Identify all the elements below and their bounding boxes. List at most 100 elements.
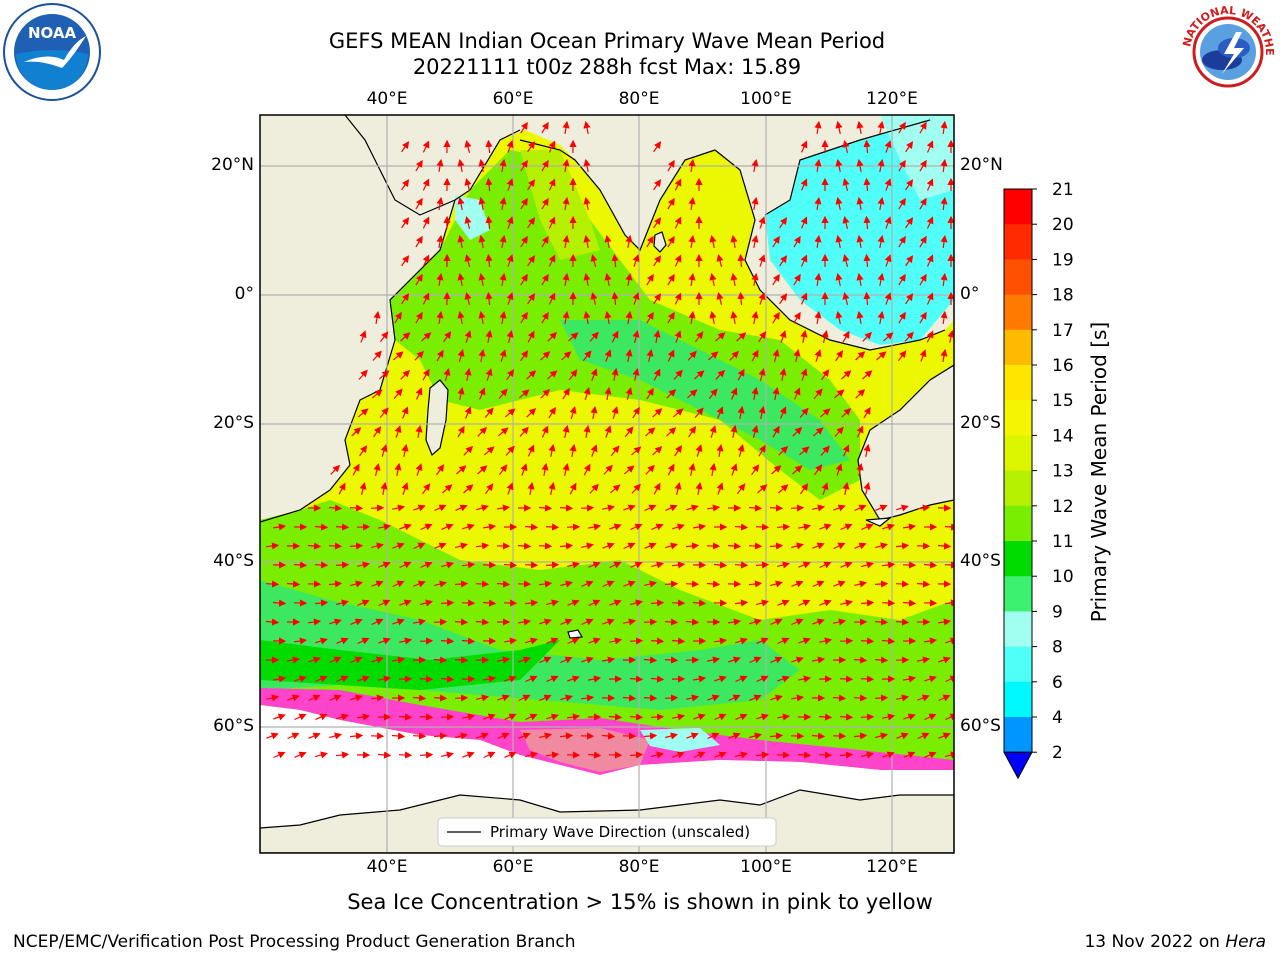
wave-arrow <box>770 580 783 588</box>
wave-arrow <box>436 196 444 211</box>
wave-arrow <box>877 272 885 287</box>
wave-arrow <box>401 217 410 229</box>
wave-arrow <box>833 580 846 588</box>
wave-arrow <box>674 292 682 305</box>
footer-date-text: 13 Nov 2022 on <box>1084 932 1226 952</box>
wave-arrow <box>667 311 675 324</box>
wave-arrow <box>709 310 717 325</box>
wave-arrow <box>625 234 633 249</box>
wave-arrow <box>538 580 553 588</box>
wave-arrow <box>419 751 434 759</box>
wave-arrow <box>862 370 873 380</box>
wave-arrow <box>905 179 914 191</box>
wave-arrow <box>399 523 412 531</box>
wave-arrow <box>436 464 445 476</box>
wave-arrow <box>881 713 896 721</box>
wave-arrow <box>863 177 871 192</box>
wave-arrow <box>520 311 528 324</box>
wave-arrow <box>646 273 654 286</box>
wave-arrow <box>394 425 402 438</box>
wave-arrow <box>308 694 321 702</box>
wave-arrow <box>443 331 452 343</box>
wave-arrow <box>370 504 385 512</box>
wave-arrow <box>853 694 868 702</box>
colorbar-tick-label: 18 <box>1052 286 1074 306</box>
wave-arrow <box>457 349 465 362</box>
wave-arrow <box>539 732 552 740</box>
wave-arrow <box>749 618 762 626</box>
wave-arrow <box>839 675 854 683</box>
wave-arrow <box>609 523 622 531</box>
wave-arrow <box>457 310 465 325</box>
wave-arrow <box>772 425 780 438</box>
wave-arrow <box>329 618 342 626</box>
wave-arrow <box>898 273 906 286</box>
wave-arrow <box>560 618 573 626</box>
wave-arrow <box>840 523 853 531</box>
wave-arrow <box>797 751 812 759</box>
wave-arrow <box>944 523 954 531</box>
wave-arrow <box>882 523 895 531</box>
wave-arrow <box>629 751 644 759</box>
wave-arrow <box>315 675 328 683</box>
wave-arrow <box>779 255 788 267</box>
wave-arrow <box>421 332 432 342</box>
wave-arrow <box>947 330 954 343</box>
wave-arrow <box>569 482 577 495</box>
wave-arrow <box>392 542 405 550</box>
wave-arrow <box>415 424 423 439</box>
wave-arrow <box>650 675 665 683</box>
wave-arrow <box>335 751 350 759</box>
wave-arrow <box>813 388 823 399</box>
wave-arrow <box>842 178 850 191</box>
wave-arrow <box>917 732 930 740</box>
colorbar-segment <box>1004 576 1032 612</box>
wave-arrow <box>938 656 951 664</box>
wave-arrow <box>708 388 718 399</box>
wave-arrow <box>524 599 539 607</box>
wave-arrow <box>714 637 728 645</box>
wave-arrow <box>273 713 286 721</box>
colorbar-tick-label: 20 <box>1052 215 1074 235</box>
wave-arrow <box>315 713 328 721</box>
wave-arrow <box>688 426 697 438</box>
wave-arrow <box>505 445 515 456</box>
wave-arrow <box>461 713 476 721</box>
wave-arrow <box>499 272 507 287</box>
wave-arrow <box>664 618 679 626</box>
wave-arrow <box>926 254 934 267</box>
wave-arrow <box>755 561 770 569</box>
wave-arrow <box>919 197 927 210</box>
wave-arrow <box>940 158 948 172</box>
wave-arrow <box>863 291 871 306</box>
colorbar-tick-label: 21 <box>1052 180 1074 200</box>
wave-arrow <box>477 465 488 475</box>
wave-arrow <box>315 751 328 759</box>
wave-arrow <box>520 235 528 248</box>
wave-arrow <box>644 542 657 550</box>
wave-arrow <box>478 272 486 287</box>
colorbar-segment <box>1004 717 1032 753</box>
wave-arrow <box>380 481 388 496</box>
wave-arrow <box>842 481 850 496</box>
wave-arrow <box>273 751 286 759</box>
wave-arrow <box>540 351 551 361</box>
wave-arrow <box>695 444 703 457</box>
wave-arrow <box>464 140 472 153</box>
wave-arrow <box>735 675 748 683</box>
wave-arrow <box>485 368 493 381</box>
wave-arrow <box>791 580 804 588</box>
wave-arrow <box>440 599 455 607</box>
wave-arrow <box>820 408 831 418</box>
wave-arrow <box>541 425 549 438</box>
wave-arrow <box>644 580 657 588</box>
wave-arrow <box>568 332 579 342</box>
wave-arrow <box>695 481 703 496</box>
wave-arrow <box>758 368 766 381</box>
wave-arrow <box>568 369 578 381</box>
wave-arrow <box>650 713 665 721</box>
wave-arrow <box>622 618 637 626</box>
wave-arrow <box>308 732 321 740</box>
wave-arrow <box>527 141 536 153</box>
wave-arrow <box>545 523 560 531</box>
